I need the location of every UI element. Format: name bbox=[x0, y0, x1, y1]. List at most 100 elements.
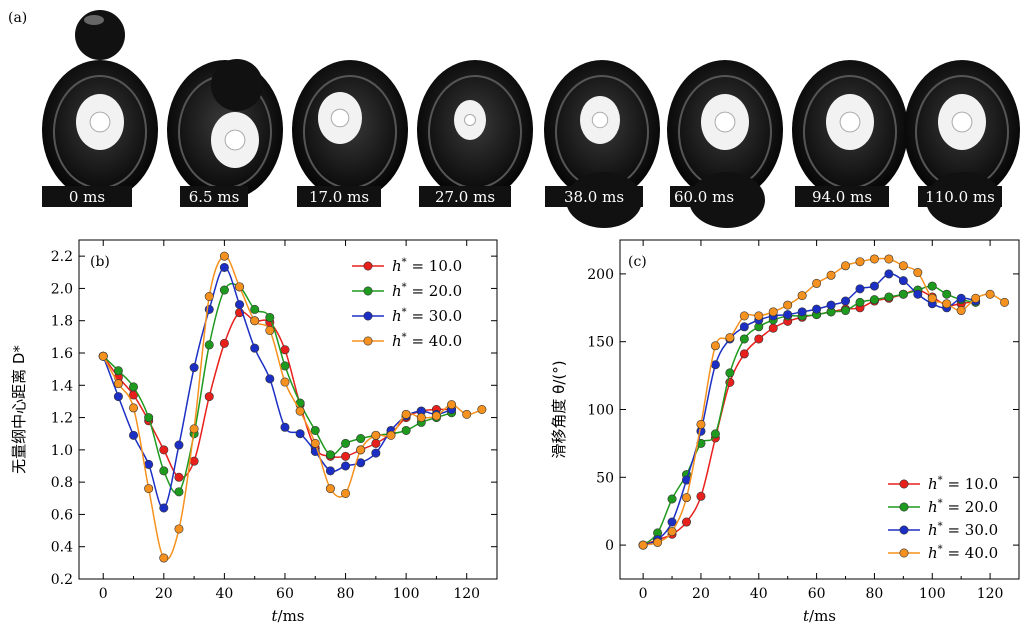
panel-label: (c) bbox=[628, 254, 647, 270]
data-point bbox=[113, 366, 123, 376]
legend-label: h* = 10.0 bbox=[928, 475, 998, 493]
data-point bbox=[754, 334, 764, 344]
legend-marker bbox=[363, 286, 373, 296]
data-point bbox=[250, 343, 260, 353]
data-point bbox=[797, 291, 807, 301]
impact-droplet bbox=[211, 59, 263, 111]
y-tick-label: 2.2 bbox=[51, 249, 73, 265]
legend-entry: h* = 40.0 bbox=[888, 544, 998, 562]
data-point bbox=[401, 425, 411, 435]
droplet-frame: 0 ms bbox=[42, 10, 158, 207]
x-tick-label: 100 bbox=[393, 586, 420, 602]
droplet-hole-core bbox=[714, 111, 736, 133]
data-point bbox=[739, 334, 749, 344]
data-point bbox=[325, 466, 335, 476]
series-line bbox=[642, 273, 976, 546]
data-point bbox=[265, 374, 275, 384]
data-point bbox=[942, 289, 952, 299]
data-point bbox=[250, 316, 260, 326]
frame-time-label: 27.0 ms bbox=[435, 188, 495, 206]
panel-c-chart: 0 20 40 60 80 100 120 0 50 100 150 200 (c) t/ms 滑移角度 θ… bbox=[550, 239, 1020, 625]
y-tick-label: 0.4 bbox=[51, 540, 73, 556]
data-point bbox=[341, 451, 351, 461]
data-point bbox=[884, 269, 894, 279]
data-point bbox=[401, 409, 411, 419]
droplet-highlight bbox=[84, 15, 104, 25]
data-point bbox=[971, 293, 981, 303]
frame-time-label: 94.0 ms bbox=[812, 188, 872, 206]
data-point bbox=[98, 351, 108, 361]
data-point bbox=[869, 254, 879, 264]
legend-entry: h* = 10.0 bbox=[352, 257, 462, 275]
x-tick-label: 40 bbox=[750, 586, 768, 602]
frame-label-box bbox=[42, 186, 132, 207]
data-point bbox=[189, 456, 199, 466]
frame-time-label: 0 ms bbox=[69, 188, 105, 206]
series-line bbox=[642, 289, 976, 546]
y-tick-label: 150 bbox=[587, 335, 614, 351]
data-point bbox=[280, 422, 290, 432]
data-point bbox=[725, 368, 735, 378]
data-point bbox=[710, 341, 720, 351]
data-point bbox=[310, 438, 320, 448]
data-point bbox=[129, 430, 139, 440]
data-point bbox=[739, 311, 749, 321]
data-point bbox=[159, 445, 169, 455]
x-tick-label: 20 bbox=[155, 586, 173, 602]
legend-entry: h* = 20.0 bbox=[888, 498, 998, 516]
y-tick-label: 1.4 bbox=[51, 378, 73, 394]
frame-label-box bbox=[670, 186, 738, 207]
frame-time-label: 6.5 ms bbox=[189, 188, 240, 206]
data-point bbox=[113, 379, 123, 389]
panel-a-label: (a) bbox=[8, 10, 28, 26]
x-tick-label: 120 bbox=[453, 586, 480, 602]
data-point bbox=[768, 307, 778, 317]
x-tick-label: 60 bbox=[276, 586, 294, 602]
data-point bbox=[265, 312, 275, 322]
y-tick-label: 1.8 bbox=[51, 314, 73, 330]
y-tick-label: 2.0 bbox=[51, 281, 73, 297]
droplet-frame: 27.0 ms bbox=[417, 60, 533, 207]
legend-label: h* = 40.0 bbox=[928, 544, 998, 562]
data-point bbox=[280, 361, 290, 371]
frame-label-box bbox=[180, 186, 248, 207]
legend-label: h* = 30.0 bbox=[392, 307, 462, 325]
data-point bbox=[280, 345, 290, 355]
legend-label: h* = 20.0 bbox=[928, 498, 998, 516]
data-point bbox=[884, 254, 894, 264]
y-tick-label: 1.2 bbox=[51, 411, 73, 427]
y-tick-label: 100 bbox=[587, 403, 614, 419]
data-point bbox=[841, 261, 851, 271]
data-point bbox=[341, 438, 351, 448]
series-4 bbox=[98, 251, 487, 563]
data-point bbox=[913, 289, 923, 299]
droplet-frame: 60.0 ms bbox=[667, 60, 783, 228]
series-4 bbox=[638, 254, 1010, 550]
data-point bbox=[189, 424, 199, 434]
data-point bbox=[129, 403, 139, 413]
data-point bbox=[898, 276, 908, 286]
droplet-hole-core bbox=[89, 111, 111, 133]
legend-marker bbox=[363, 261, 373, 271]
legend-entry: h* = 40.0 bbox=[352, 332, 462, 350]
legend-entry: h* = 30.0 bbox=[352, 307, 462, 325]
y-tick-label: 1.0 bbox=[51, 443, 73, 459]
x-tick-label: 0 bbox=[99, 586, 108, 602]
data-point bbox=[696, 491, 706, 501]
data-point bbox=[174, 487, 184, 497]
data-point bbox=[325, 484, 335, 494]
data-point bbox=[447, 400, 457, 410]
y-axis-label: 滑移角度 θ/(°) bbox=[550, 360, 568, 458]
legend-marker bbox=[899, 502, 909, 512]
data-point bbox=[129, 382, 139, 392]
legend-entry: h* = 10.0 bbox=[888, 475, 998, 493]
data-point bbox=[783, 310, 793, 320]
data-point bbox=[812, 304, 822, 314]
frame-time-label: 60.0 ms bbox=[674, 188, 734, 206]
data-point bbox=[416, 413, 426, 423]
data-point bbox=[371, 448, 381, 458]
panel-b-chart: 0 20 40 60 80 100 120 0.2 0.4 0.6 0.8 1.0 1.2 1.4 1.6 1… bbox=[10, 239, 498, 625]
data-point bbox=[235, 282, 245, 292]
x-tick-label: 80 bbox=[337, 586, 355, 602]
y-tick-label: 1.6 bbox=[51, 346, 73, 362]
